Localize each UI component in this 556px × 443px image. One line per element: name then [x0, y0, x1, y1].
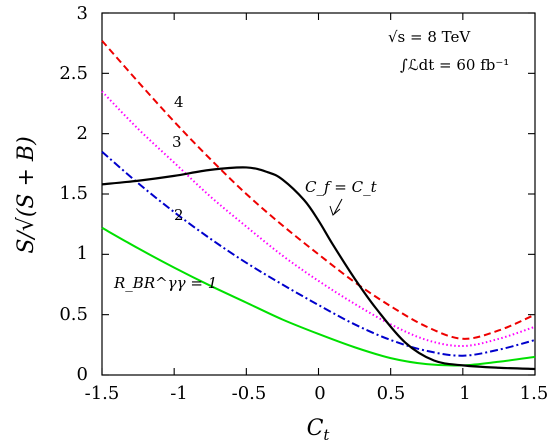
ticks [101, 12, 536, 376]
x-tick-label: -1 [170, 383, 188, 404]
annotation-energy: √s = 8 TeV [388, 28, 471, 46]
curve-label-3: 3 [172, 133, 182, 151]
series-line-3 [101, 90, 536, 348]
curve-label-2: 2 [174, 206, 184, 224]
y-axis-label: S/√(S + B) [14, 136, 39, 253]
y-tick-label: 3 [77, 3, 88, 24]
x-tick-label: 0 [314, 383, 325, 404]
series-line-1 [101, 226, 536, 367]
curve-labels: 4 3 2 [172, 93, 184, 224]
x-axis-label: Ct [307, 416, 331, 443]
annotation-r-br: R_BR^γγ = 1 [113, 274, 217, 292]
annotation-cf-ct: C_f = C_t [305, 178, 378, 196]
series-group [101, 40, 536, 371]
annotations: √s = 8 TeV ∫ℒdt = 60 fb⁻¹ C_f = C_t R_BR… [113, 28, 509, 292]
annotation-lumi: ∫ℒdt = 60 fb⁻¹ [400, 56, 509, 74]
y-tick-labels: 0 0.5 1 1.5 2 2.5 3 [59, 3, 88, 385]
series-line-2 [101, 151, 536, 357]
y-tick-label: 2.5 [59, 63, 88, 84]
x-tick-label: -0.5 [232, 383, 267, 404]
x-tick-label: 1.5 [520, 383, 549, 404]
curve-label-4: 4 [174, 93, 184, 111]
x-tick-labels: -1.5 -1 -0.5 0 0.5 1 1.5 [85, 383, 549, 404]
y-tick-label: 1.5 [59, 183, 88, 204]
y-tick-label: 1 [77, 243, 88, 264]
x-tick-label: 0.5 [377, 383, 406, 404]
y-tick-label: 2 [77, 123, 88, 144]
y-tick-label: 0 [77, 364, 88, 385]
series-line-5 [101, 166, 536, 371]
x-tick-label: -1.5 [85, 383, 120, 404]
series-line-4 [101, 40, 536, 340]
x-tick-label: 1 [459, 383, 470, 404]
arrow-cf-ct [333, 198, 343, 215]
arrow-head [329, 205, 341, 216]
y-tick-label: 0.5 [59, 304, 88, 325]
